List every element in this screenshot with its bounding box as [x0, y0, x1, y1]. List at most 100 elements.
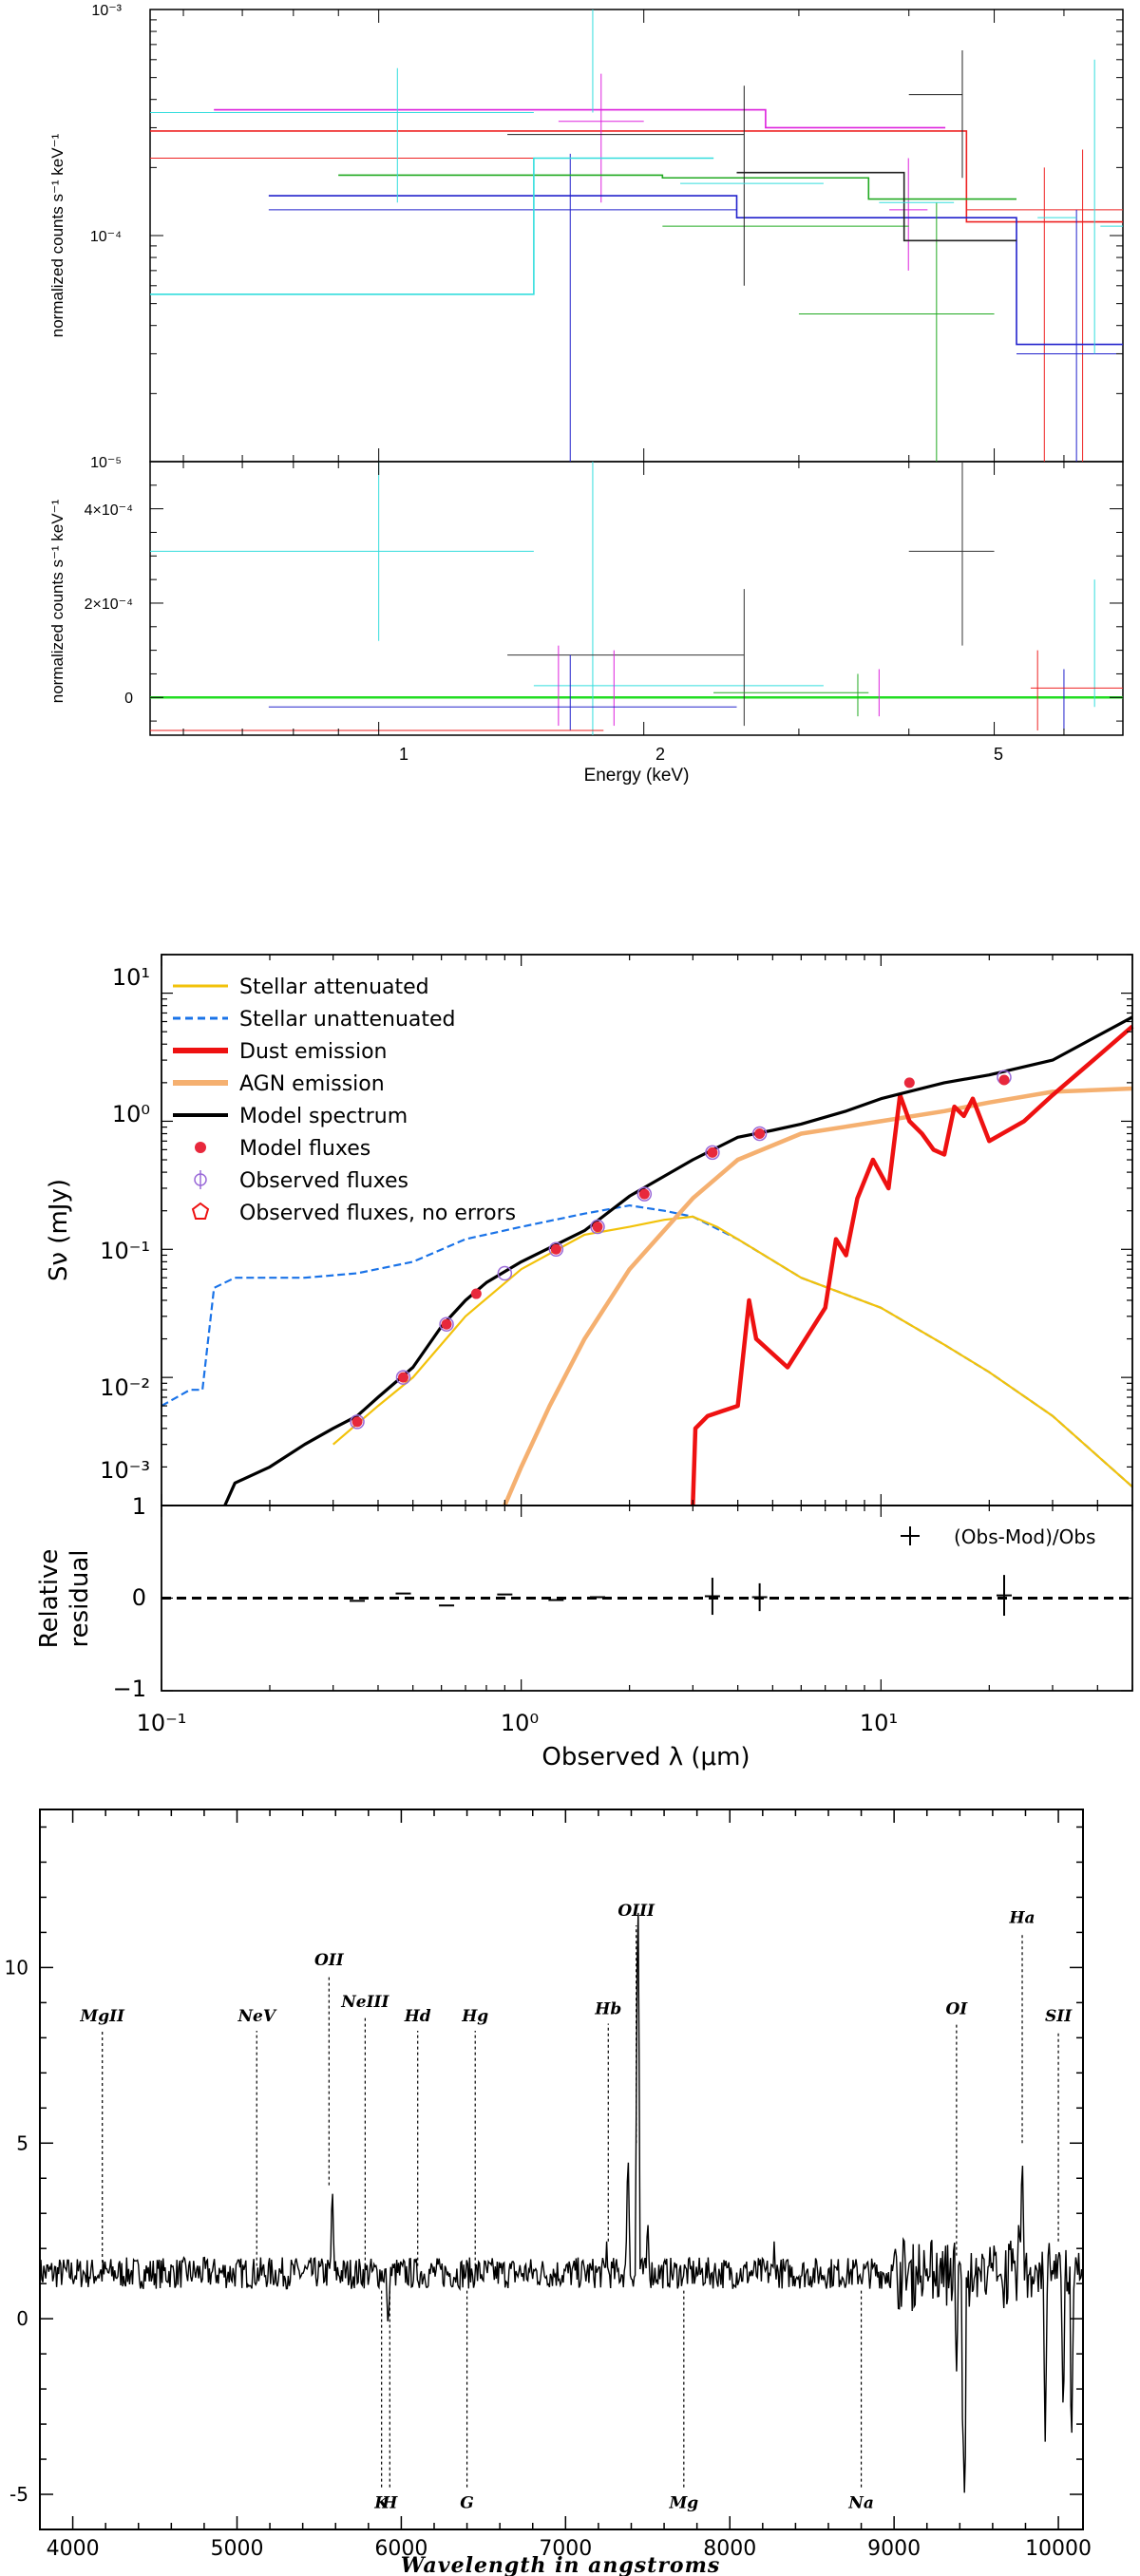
legend-agn-emission: AGN emission [239, 1072, 385, 1096]
legend-observed-fluxes: Observed fluxes [239, 1169, 408, 1193]
line-id-label: OI [945, 2000, 968, 2019]
line-id-label: OII [314, 1951, 345, 1970]
optical-ytick-label: -5 [10, 2483, 28, 2506]
line-id-label: Ha [1008, 1908, 1035, 1927]
xray-top-ytick: 10⁻⁴ [90, 229, 122, 245]
sed-ytick: 10⁻¹ [100, 1238, 150, 1264]
optical-line-ids: MgII NeV OII NeIII Hd Hg Hb OIII OI Ha SII KH G Mg Na [79, 1902, 1073, 2513]
xray-xtick: 2 [656, 745, 665, 764]
optical-series [39, 1912, 1084, 2493]
residual-legend-label: (Obs-Mod)/Obs [954, 1525, 1095, 1548]
sed-ytick: 10⁻³ [100, 1457, 150, 1484]
sed-model-flux [592, 1222, 603, 1233]
optical-spectrum-line [39, 1912, 1084, 2493]
residual-ytick: −1 [113, 1676, 146, 1702]
sed-model-flux [397, 1372, 408, 1383]
xray-xtick: 5 [994, 745, 1003, 764]
sed-observed-flux [439, 1316, 454, 1332]
optical-xtick-label: 10000 [1025, 2537, 1092, 2561]
sed-model-flux [903, 1077, 915, 1089]
sed-model-flux [754, 1128, 766, 1140]
xray-model-step [150, 157, 714, 295]
xray-model-step [338, 174, 1017, 200]
optical-xtick-label: 8000 [703, 2537, 756, 2561]
line-id-label: NeV [237, 2007, 276, 2026]
sed-chart: Stellar attenuated Stellar unattenuated … [35, 954, 1134, 1771]
optical-xtick-label: 5000 [210, 2537, 263, 2561]
legend-observed-no-errors-marker [191, 1202, 210, 1220]
xray-bottom-ytick: 0 [124, 691, 133, 707]
legend-observed-no-errors: Observed fluxes, no errors [239, 1202, 516, 1225]
xray-top-frame [149, 9, 1124, 463]
optical-ytick-label: 10 [5, 1956, 28, 1979]
legend-observed-fluxes-marker [194, 1173, 207, 1186]
sed-ylabel: Sν (mJy) [45, 1179, 73, 1281]
optical-xtick-label: 4000 [47, 2537, 100, 2561]
optical-xtick-label: 9000 [867, 2537, 921, 2561]
line-id-label: K [373, 2494, 390, 2513]
optical-ticks: 4000 5000 6000 7000 8000 9000 10000 10 5 0 -5 [5, 1809, 1092, 2561]
sed-observed-flux [350, 1414, 365, 1430]
line-id-label: Mg [668, 2494, 698, 2513]
sed-ytick: 10⁰ [112, 1101, 150, 1127]
sed-xtick: 10⁰ [501, 1710, 539, 1736]
xray-model-step [150, 130, 1123, 223]
sed-observed-flux [590, 1219, 605, 1235]
sed-xlabel: Observed λ (μm) [542, 1743, 750, 1771]
line-id-label: OIII [618, 1902, 656, 1921]
sed-model-flux [352, 1416, 363, 1428]
residual-ytick: 1 [132, 1493, 146, 1520]
sed-model-flux [470, 1288, 482, 1299]
line-id-label: MgII [79, 2007, 125, 2026]
line-id-label: Hb [594, 2000, 621, 2019]
sed-ytick: 10⁻² [100, 1374, 150, 1401]
legend-dust-emission: Dust emission [239, 1040, 387, 1064]
line-id-label: Hg [461, 2007, 488, 2026]
sed-ytick: 10¹ [112, 964, 150, 991]
xray-top-ytick: 10⁻⁵ [90, 455, 122, 471]
xray-model-step [736, 171, 1017, 242]
xray-xtick: 1 [399, 745, 408, 764]
sed-xtick: 10⁻¹ [137, 1710, 187, 1736]
line-id-label: Hd [404, 2007, 431, 2026]
legend-model-fluxes: Model fluxes [239, 1137, 370, 1161]
sed-ticks [161, 954, 1133, 1691]
sed-model-flux [441, 1318, 452, 1330]
sed-model-flux [707, 1146, 718, 1158]
sed-model-flux [550, 1243, 561, 1255]
sed-series-stellar-attenuated [332, 1215, 1133, 1488]
sed-observed-flux [636, 1186, 653, 1202]
legend-model-spectrum: Model spectrum [239, 1105, 408, 1128]
legend-model-fluxes-marker [195, 1142, 206, 1153]
optical-xtick-label: 7000 [539, 2537, 592, 2561]
xray-bottom-ytick: 2×10⁻⁴ [85, 597, 133, 613]
xray-bottom-series [150, 462, 1123, 735]
sed-series [161, 1015, 1134, 1506]
xray-xlabel: Energy (keV) [584, 766, 690, 786]
sed-model-flux [638, 1188, 650, 1200]
optical-ytick-label: 5 [16, 2131, 28, 2154]
sed-observed-flux [548, 1241, 564, 1258]
line-id-label: H [381, 2494, 398, 2513]
xray-top-ytick: 10⁻³ [91, 3, 122, 19]
legend-stellar-unattenuated: Stellar unattenuated [239, 1008, 456, 1032]
legend-stellar-attenuated: Stellar attenuated [239, 975, 429, 999]
optical-chart: 4000 5000 6000 7000 8000 9000 10000 10 5 0 -5 MgII… [5, 1809, 1092, 2576]
residual-ylabel-line2: residual [66, 1549, 94, 1647]
residual-ytick: 0 [132, 1584, 146, 1611]
line-id-label: G [460, 2494, 474, 2513]
sed-observed-flux [497, 1265, 513, 1281]
sed-series-dust-emission [691, 1024, 1134, 1506]
sed-observed-flux [751, 1126, 768, 1142]
residual-ylabel-line1: Relative [35, 1549, 64, 1649]
sed-legend: Stellar attenuated Stellar unattenuated … [173, 975, 516, 1225]
optical-xlabel: Wavelength in angstroms [401, 2553, 721, 2576]
line-id-label: SII [1045, 2007, 1073, 2026]
sed-observed-flux [395, 1370, 411, 1385]
sed-frame [161, 954, 1133, 1506]
optical-frame [39, 1809, 1084, 2530]
xray-ticks [150, 9, 1124, 735]
sed-series-agn-emission [503, 1086, 1133, 1506]
xray-chart: 10⁻³ 10⁻⁴ 10⁻⁵ 4×10⁻⁴ 2×10⁻⁴ 0 normalize… [48, 3, 1124, 786]
sed-series-stellar-unattenuated [161, 1204, 1133, 1488]
